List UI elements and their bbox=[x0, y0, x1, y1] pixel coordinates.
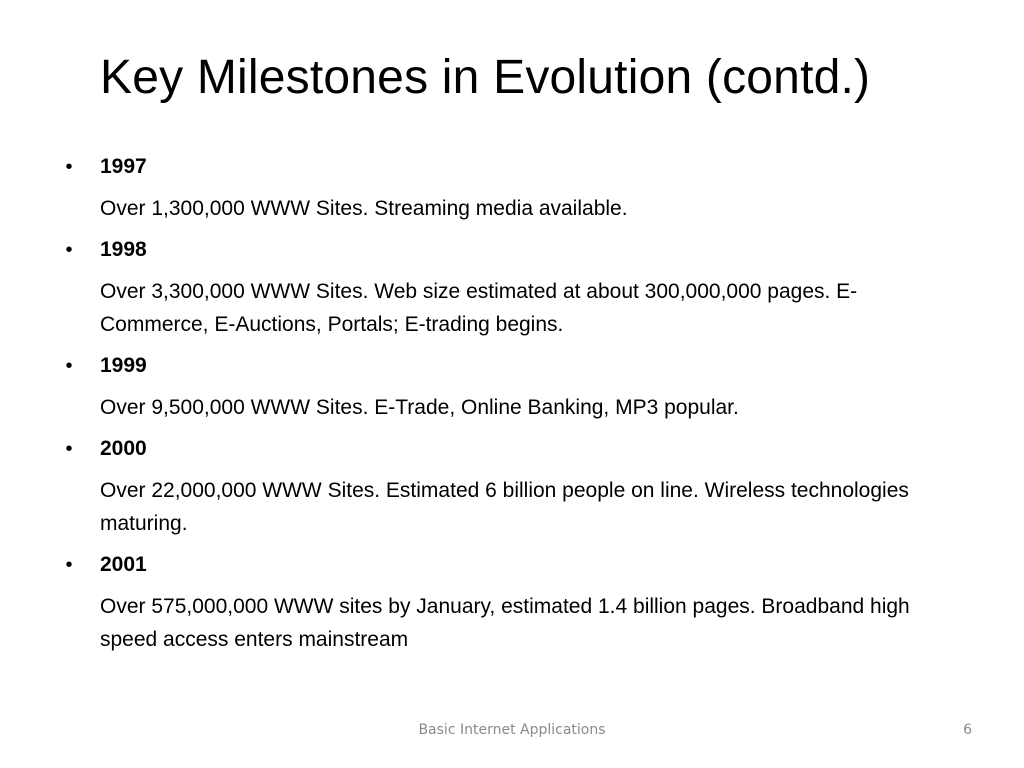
bullet-icon: • bbox=[65, 239, 73, 261]
milestone-item: • 1999 Over 9,500,000 WWW Sites. E-Trade… bbox=[0, 349, 1024, 432]
milestone-item: • 1997 Over 1,300,000 WWW Sites. Streami… bbox=[0, 150, 1024, 233]
footer-text: Basic Internet Applications bbox=[418, 722, 606, 738]
bullet-icon: • bbox=[65, 156, 73, 178]
milestone-list: • 1997 Over 1,300,000 WWW Sites. Streami… bbox=[0, 150, 1024, 664]
bullet-icon: • bbox=[65, 438, 73, 460]
milestone-year: 1999 bbox=[100, 354, 147, 377]
page-number: 6 bbox=[963, 722, 972, 738]
milestone-item: • 1998 Over 3,300,000 WWW Sites. Web siz… bbox=[0, 233, 1024, 349]
milestone-item: • 2000 Over 22,000,000 WWW Sites. Estima… bbox=[0, 432, 1024, 548]
milestone-description: Over 22,000,000 WWW Sites. Estimated 6 b… bbox=[100, 479, 909, 535]
milestone-year: 1998 bbox=[100, 238, 147, 261]
bullet-icon: • bbox=[65, 355, 73, 377]
milestone-year: 2001 bbox=[100, 553, 147, 576]
milestone-description: Over 3,300,000 WWW Sites. Web size estim… bbox=[100, 280, 858, 336]
bullet-icon: • bbox=[65, 554, 73, 576]
milestone-description: Over 9,500,000 WWW Sites. E-Trade, Onlin… bbox=[100, 396, 739, 419]
slide-title: Key Milestones in Evolution (contd.) bbox=[100, 51, 871, 104]
milestone-description: Over 1,300,000 WWW Sites. Streaming medi… bbox=[100, 197, 628, 220]
milestone-year: 2000 bbox=[100, 437, 147, 460]
milestone-description: Over 575,000,000 WWW sites by January, e… bbox=[100, 595, 910, 651]
milestone-year: 1997 bbox=[100, 155, 147, 178]
milestone-item: • 2001 Over 575,000,000 WWW sites by Jan… bbox=[0, 548, 1024, 664]
